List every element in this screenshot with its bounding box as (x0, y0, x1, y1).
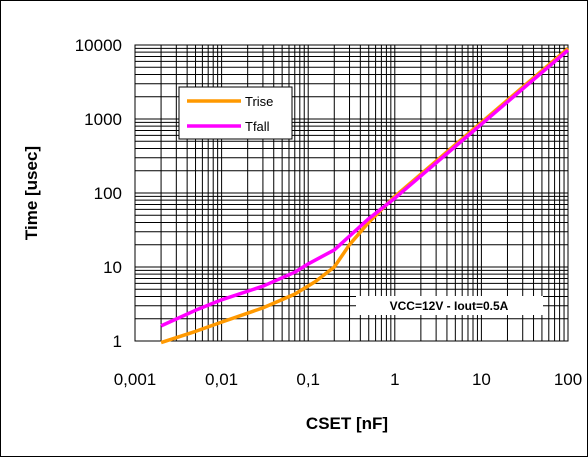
y-axis-title: Time [usec] (22, 146, 41, 240)
series-layer (160, 47, 570, 345)
legend-label-trise: Trise (245, 94, 273, 109)
x-tick-label: 0,01 (205, 370, 238, 389)
y-tick-label: 10000 (75, 36, 122, 55)
x-tick-label: 1 (390, 370, 399, 389)
x-tick-label: 10 (472, 370, 491, 389)
annotation: VCC=12V - Iout=0.5A (356, 296, 543, 315)
plot-area-border (134, 44, 569, 342)
y-tick-label: 1 (113, 332, 122, 351)
annotation-text: VCC=12V - Iout=0.5A (390, 299, 509, 313)
y-tick-label: 10 (103, 258, 122, 277)
y-tick-labels: 1 10 100 1000 10000 (75, 36, 122, 351)
x-tick-label: 100 (554, 370, 582, 389)
y-tick-label: 1000 (84, 110, 122, 129)
legend-box (178, 86, 293, 140)
x-tick-label: 0,1 (296, 370, 320, 389)
legend: Trise Tfall (178, 86, 293, 140)
legend-label-tfall: Tfall (245, 119, 270, 134)
x-axis-title: CSET [nF] (306, 414, 388, 433)
y-tick-label: 100 (94, 184, 122, 203)
x-tick-label: 0,001 (114, 370, 157, 389)
x-tick-labels: 0,001 0,01 0,1 1 10 100 (114, 370, 582, 389)
series-line-tfall (160, 48, 570, 328)
